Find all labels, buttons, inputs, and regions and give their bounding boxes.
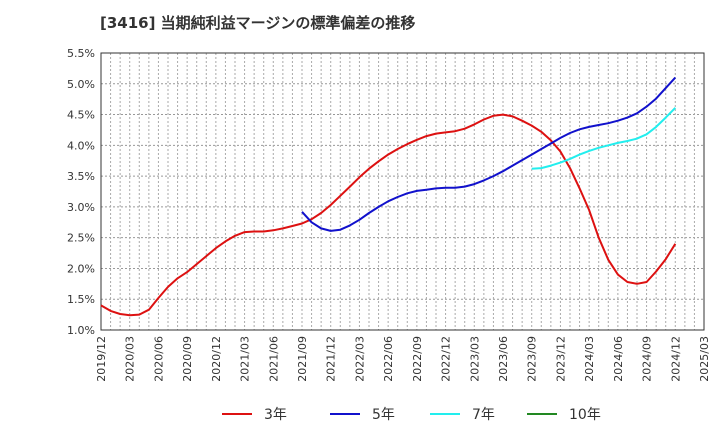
legend-label: 5年 bbox=[372, 407, 395, 423]
x-tick-label: 2022/06 bbox=[382, 336, 395, 382]
x-tick-label: 2020/09 bbox=[181, 336, 194, 382]
x-tick-label: 2022/12 bbox=[440, 336, 453, 382]
y-tick-label: 1.0% bbox=[67, 324, 95, 337]
x-tick-label: 2022/03 bbox=[353, 336, 366, 382]
y-tick-label: 5.5% bbox=[67, 47, 95, 60]
x-tick-label: 2021/06 bbox=[267, 336, 280, 382]
x-tick-label: 2023/09 bbox=[526, 336, 539, 382]
x-tick-label: 2024/12 bbox=[669, 336, 682, 382]
plot-area bbox=[101, 53, 704, 330]
legend-label: 3年 bbox=[264, 407, 287, 423]
chart-title: [3416] 当期純利益マージンの標準偏差の推移 bbox=[100, 14, 416, 32]
x-tick-label: 2023/03 bbox=[468, 336, 481, 382]
x-tick-label: 2024/09 bbox=[641, 336, 654, 382]
y-tick-label: 3.5% bbox=[67, 170, 95, 183]
x-tick-label: 2023/12 bbox=[554, 336, 567, 382]
plot-border bbox=[100, 52, 705, 331]
y-tick-label: 4.0% bbox=[67, 139, 95, 152]
x-tick-label: 2021/03 bbox=[239, 336, 252, 382]
x-tick-label: 2020/12 bbox=[210, 336, 223, 382]
x-tick-label: 2021/09 bbox=[296, 336, 309, 382]
x-tick-label: 2024/06 bbox=[612, 336, 625, 382]
x-tick-label: 2024/03 bbox=[583, 336, 596, 382]
y-tick-label: 1.5% bbox=[67, 293, 95, 306]
legend-label: 7年 bbox=[472, 407, 495, 423]
series-line-1 bbox=[100, 113, 677, 317]
x-tick-label: 2025/03 bbox=[698, 336, 711, 382]
x-tick-label: 2020/03 bbox=[124, 336, 137, 382]
x-tick-label: 2021/12 bbox=[325, 336, 338, 382]
x-tick-label: 2020/06 bbox=[152, 336, 165, 382]
series-line-2 bbox=[301, 76, 677, 232]
x-tick-label: 2019/12 bbox=[95, 336, 108, 382]
x-tick-label: 2023/06 bbox=[497, 336, 510, 382]
y-tick-label: 4.5% bbox=[67, 109, 95, 122]
y-tick-label: 2.5% bbox=[67, 232, 95, 245]
y-tick-label: 3.0% bbox=[67, 201, 95, 214]
x-tick-label: 2022/09 bbox=[411, 336, 424, 382]
y-tick-label: 2.0% bbox=[67, 262, 95, 275]
y-tick-label: 5.0% bbox=[67, 78, 95, 91]
legend-label: 10年 bbox=[569, 407, 601, 423]
series-line-3 bbox=[531, 107, 677, 170]
